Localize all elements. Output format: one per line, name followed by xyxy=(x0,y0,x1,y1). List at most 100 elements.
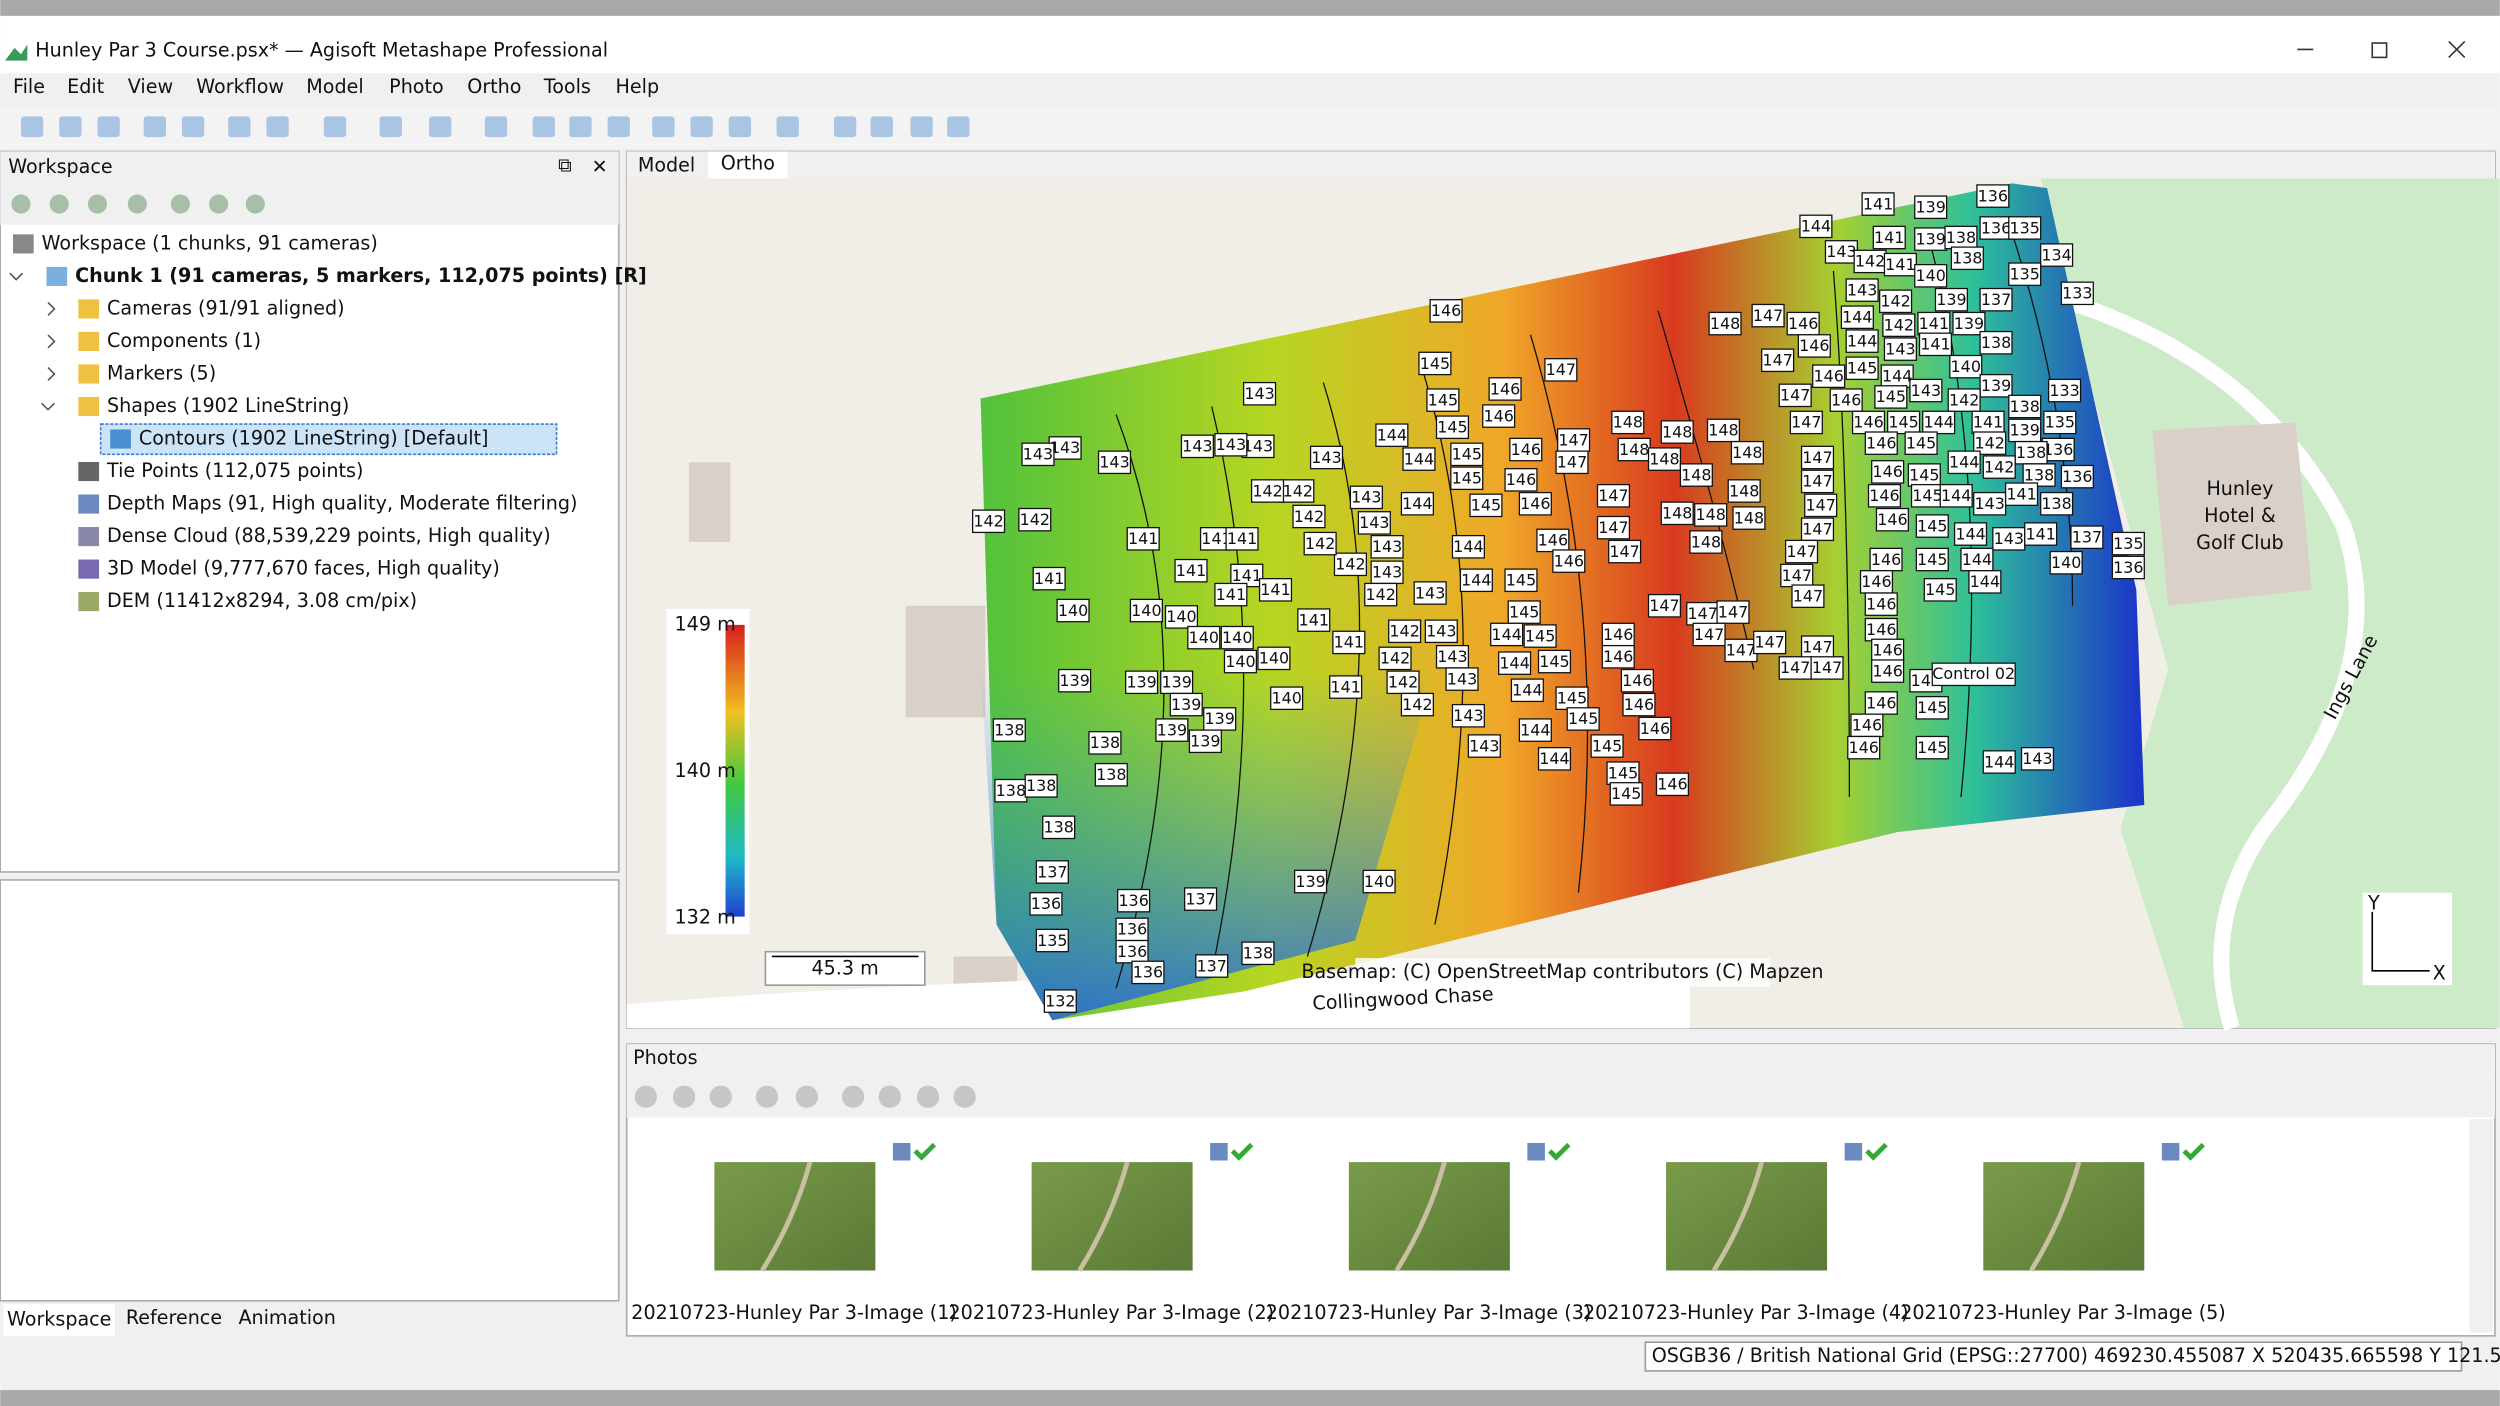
photo-label[interactable]: 20210723-Hunley Par 3-Image (3) xyxy=(1266,1301,1592,1324)
tree-item[interactable]: 3D Model (9,777,670 faces, High quality) xyxy=(107,557,500,580)
expander[interactable] xyxy=(47,301,56,316)
tree-item[interactable]: Shapes (1902 LineString) xyxy=(107,394,349,417)
tool-button[interactable] xyxy=(379,116,402,138)
menu-item[interactable]: Ortho xyxy=(467,75,521,98)
tool-button[interactable] xyxy=(20,116,44,138)
tool-button[interactable] xyxy=(841,1085,865,1108)
tool-button[interactable] xyxy=(953,1085,976,1108)
expander[interactable] xyxy=(47,367,56,381)
tool-button[interactable] xyxy=(755,1085,779,1108)
status-text: OSGB36 / British National Grid (EPSG::27… xyxy=(1652,1344,2500,1367)
panel-tab[interactable]: Reference xyxy=(126,1306,222,1329)
photo-label[interactable]: 20210723-Hunley Par 3-Image (2) xyxy=(949,1301,1275,1324)
tool-button[interactable] xyxy=(795,1085,818,1108)
tool-button[interactable] xyxy=(429,116,452,138)
tree-item[interactable]: Contours (1902 LineString) [Default] xyxy=(139,427,489,450)
photo-label[interactable]: 20210723-Hunley Par 3-Image (4) xyxy=(1583,1301,1909,1324)
tool-button[interactable] xyxy=(228,116,251,138)
menu-item[interactable]: Workflow xyxy=(196,75,284,98)
tree-icon xyxy=(78,299,100,319)
contour-label-box xyxy=(1498,651,1532,675)
tool-button[interactable] xyxy=(916,1085,940,1108)
tool-button[interactable] xyxy=(323,116,347,138)
tool-button[interactable] xyxy=(947,116,970,138)
float-button[interactable]: ⧉ xyxy=(558,153,572,176)
tool-button[interactable] xyxy=(11,194,31,214)
thumbnail[interactable] xyxy=(1666,1162,1828,1271)
menu-item[interactable]: Edit xyxy=(67,75,105,98)
expander[interactable] xyxy=(47,334,56,349)
contour-label-box xyxy=(1429,299,1463,323)
tool-button[interactable] xyxy=(870,116,893,138)
tree-item[interactable]: Depth Maps (91, High quality, Moderate f… xyxy=(107,492,578,515)
scrollbar[interactable] xyxy=(2469,1119,2494,1333)
tool-button[interactable] xyxy=(569,116,592,138)
active-tab[interactable] xyxy=(3,1303,115,1336)
menu-item[interactable]: Help xyxy=(616,75,660,98)
tree-item[interactable]: Tie Points (112,075 points) xyxy=(106,459,363,482)
thumbnail[interactable] xyxy=(1031,1162,1193,1271)
tree-item[interactable]: DEM (11412x8294, 3.08 cm/pix) xyxy=(107,589,417,612)
tool-button[interactable] xyxy=(170,194,190,214)
active-tab[interactable] xyxy=(708,151,788,179)
tool-button[interactable] xyxy=(652,116,675,138)
tree-item[interactable]: Components (1) xyxy=(107,329,261,352)
restore[interactable] xyxy=(2371,42,2388,59)
panel-tab[interactable]: Workspace xyxy=(7,1307,111,1330)
tool-button[interactable] xyxy=(776,116,799,138)
close-panel[interactable]: ✕ xyxy=(592,155,608,178)
tool-button[interactable] xyxy=(87,194,108,214)
close[interactable] xyxy=(2448,40,2466,58)
tool-button[interactable] xyxy=(245,194,265,214)
thumbnail[interactable] xyxy=(1983,1162,2145,1271)
menu-item[interactable]: Model xyxy=(306,75,363,98)
photo-label[interactable]: 20210723-Hunley Par 3-Image (1) xyxy=(631,1301,957,1324)
tool-button[interactable] xyxy=(127,194,147,214)
tree-item[interactable]: Chunk 1 (91 cameras, 5 markers, 112,075 … xyxy=(75,264,647,287)
menu-item[interactable]: Tools xyxy=(543,75,591,98)
tool-button[interactable] xyxy=(878,1085,901,1108)
menu-item[interactable]: File xyxy=(13,75,45,98)
view-tab[interactable]: Model xyxy=(638,153,695,176)
tool-button[interactable] xyxy=(833,116,857,138)
contour-label-box xyxy=(1845,329,1879,353)
photo-label[interactable]: 20210723-Hunley Par 3-Image (5) xyxy=(1900,1301,2226,1324)
tool-button[interactable] xyxy=(634,1085,657,1108)
tree-item[interactable]: Workspace (1 chunks, 91 cameras) xyxy=(42,231,378,254)
contour-label-box xyxy=(1370,534,1404,559)
menu-item[interactable]: View xyxy=(128,75,173,98)
tool-button[interactable] xyxy=(672,1085,696,1108)
tool-button[interactable] xyxy=(690,116,713,138)
tool-button[interactable] xyxy=(181,116,205,138)
marker-label: Control 02 xyxy=(1932,664,2015,683)
tool-button[interactable] xyxy=(59,116,82,138)
tool-button[interactable] xyxy=(532,116,555,138)
thumbnail[interactable] xyxy=(1348,1162,1510,1271)
tool-button[interactable] xyxy=(143,116,167,138)
contour-label-box xyxy=(1609,782,1643,806)
contour-label: 146 xyxy=(1506,470,1536,489)
tool-button[interactable] xyxy=(97,116,120,138)
thumbnail[interactable] xyxy=(714,1162,876,1271)
tool-button[interactable] xyxy=(607,116,630,138)
tool-button[interactable] xyxy=(910,116,933,138)
contour-label: 145 xyxy=(1506,571,1536,590)
tool-button[interactable] xyxy=(709,1085,732,1108)
tool-button[interactable] xyxy=(266,116,289,138)
tool-button[interactable] xyxy=(484,116,508,138)
contour-label-box xyxy=(1914,263,1948,288)
contour-label: 146 xyxy=(1431,301,1461,320)
tool-button[interactable] xyxy=(209,194,229,214)
tool-button[interactable] xyxy=(49,194,69,214)
expander[interactable] xyxy=(9,272,24,281)
panel-title: Photos xyxy=(633,1046,698,1069)
tool-button[interactable] xyxy=(728,116,752,138)
panel-tab[interactable]: Animation xyxy=(238,1306,335,1329)
contour-label: 148 xyxy=(1649,449,1679,468)
tree-item[interactable]: Markers (5) xyxy=(107,361,216,384)
view-tab[interactable]: Ortho xyxy=(721,152,775,175)
menu-item[interactable]: Photo xyxy=(389,75,444,98)
tree-item[interactable]: Cameras (91/91 aligned) xyxy=(107,296,345,319)
tree-item[interactable]: Dense Cloud (88,539,229 points, High qua… xyxy=(107,524,551,547)
expander[interactable] xyxy=(41,402,55,411)
